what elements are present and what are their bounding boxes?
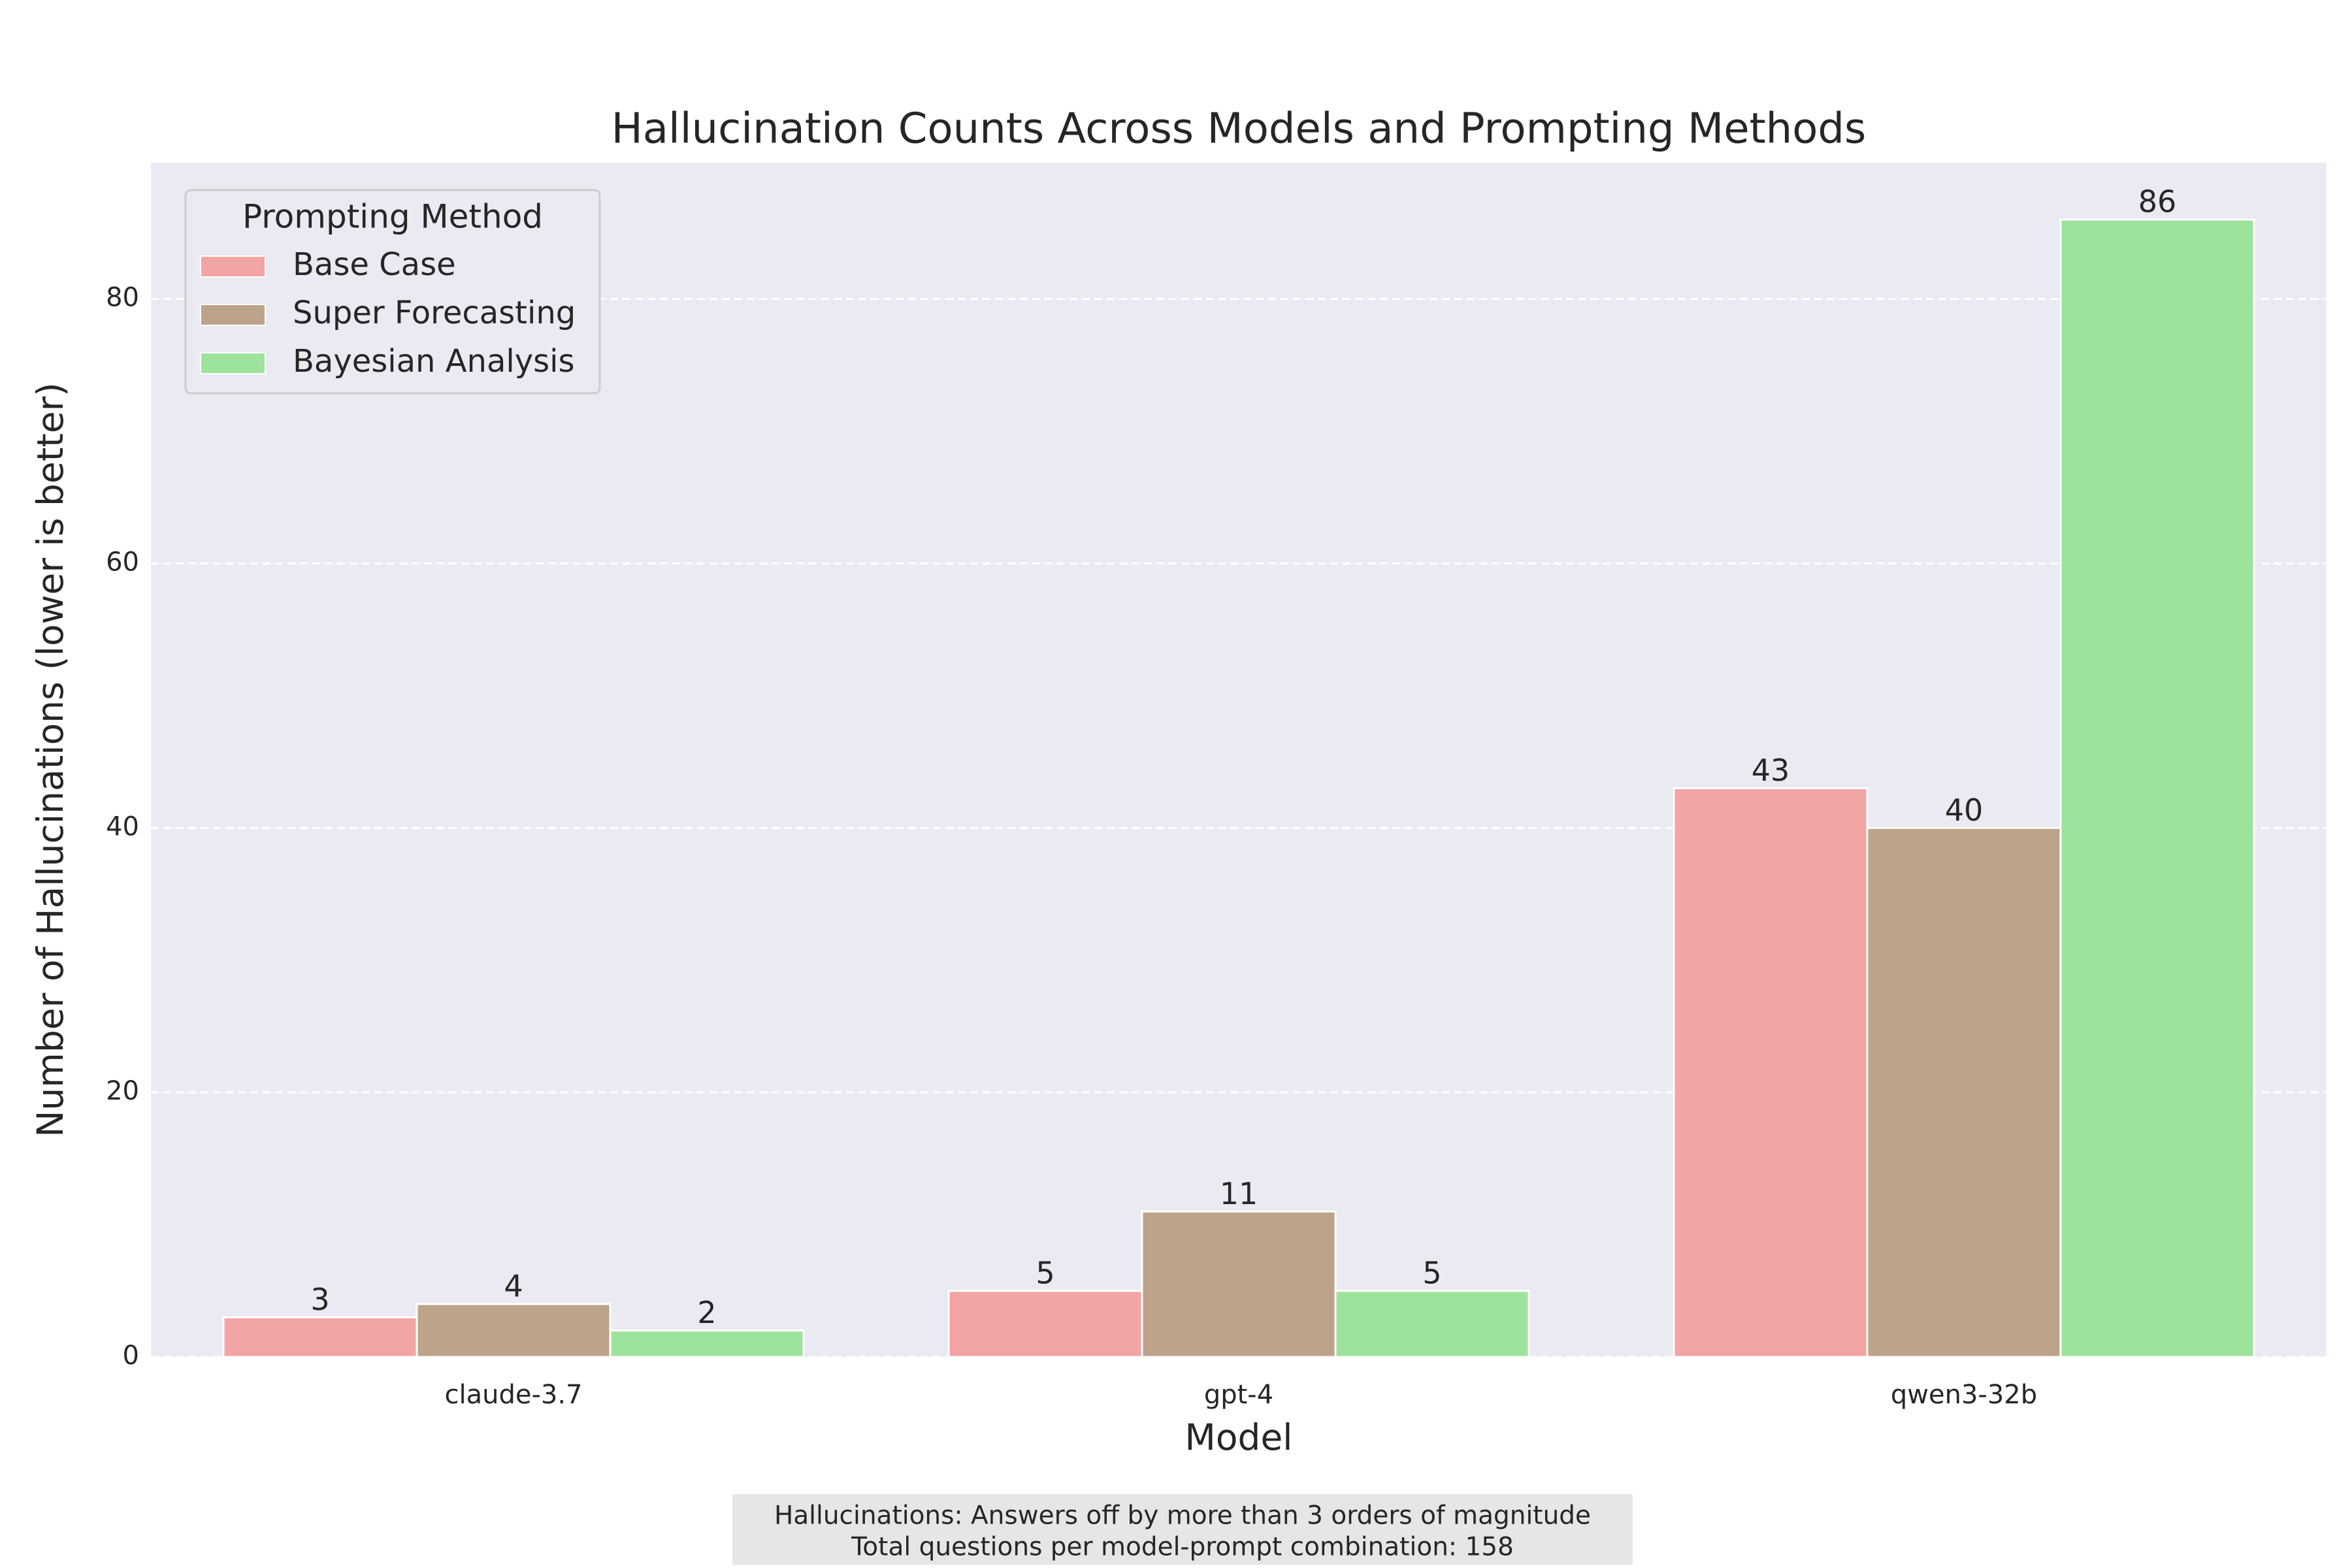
- value-label: 3: [310, 1282, 329, 1317]
- y-axis-label: Number of Hallucinations (lower is bette…: [29, 382, 71, 1137]
- value-label: 5: [1036, 1255, 1054, 1290]
- x-axis-label: Model: [1184, 1416, 1292, 1458]
- bar: [416, 1303, 612, 1358]
- legend: Prompting Method Base Case Super Forecast…: [184, 189, 601, 395]
- bar: [2059, 218, 2255, 1358]
- x-tick-label: gpt-4: [1204, 1380, 1273, 1410]
- bars: 3 4 2 5 11 5 43 40 86: [222, 184, 2255, 1358]
- value-label: 2: [697, 1295, 716, 1330]
- y-tick-label: 0: [123, 1341, 139, 1371]
- legend-label: Bayesian Analysis: [293, 343, 574, 380]
- value-label: 40: [1945, 792, 1984, 828]
- footnote: Total questions per model-prompt combina…: [851, 1533, 1514, 1562]
- x-tick-label: qwen3-32b: [1891, 1380, 2037, 1410]
- value-label: 43: [1752, 753, 1790, 788]
- y-tick-label: 40: [106, 811, 139, 841]
- bar: [1866, 826, 2062, 1358]
- y-tick-label: 60: [106, 547, 139, 577]
- legend-title: Prompting Method: [242, 198, 543, 236]
- chart-title: Hallucination Counts Across Models and P…: [612, 105, 1867, 154]
- footnote-box: [732, 1494, 1633, 1565]
- value-label: 5: [1422, 1255, 1441, 1290]
- footnote: Hallucinations: Answers off by more than…: [774, 1501, 1591, 1531]
- value-label: 4: [504, 1269, 523, 1304]
- legend-label: Base Case: [293, 246, 456, 283]
- bar: [947, 1290, 1143, 1358]
- value-label: 86: [2138, 184, 2177, 220]
- bar: [222, 1316, 418, 1358]
- bar: [1141, 1210, 1337, 1358]
- bar: [1673, 787, 1869, 1358]
- value-label: 11: [1220, 1176, 1258, 1211]
- y-tick-label: 20: [106, 1076, 139, 1106]
- y-tick-label: 80: [106, 283, 139, 313]
- grid: 0 20 40 60 80 claude-3.7 gpt-4 qwen3-32b: [106, 283, 2327, 1410]
- legend-swatch: [200, 255, 266, 278]
- x-tick-label: claude-3.7: [444, 1380, 582, 1410]
- legend-box: [184, 189, 601, 395]
- legend-swatch: [200, 304, 266, 326]
- legend-swatch: [200, 352, 266, 374]
- legend-label: Super Forecasting: [293, 295, 576, 331]
- bar: [1334, 1290, 1530, 1358]
- bar: [609, 1330, 805, 1358]
